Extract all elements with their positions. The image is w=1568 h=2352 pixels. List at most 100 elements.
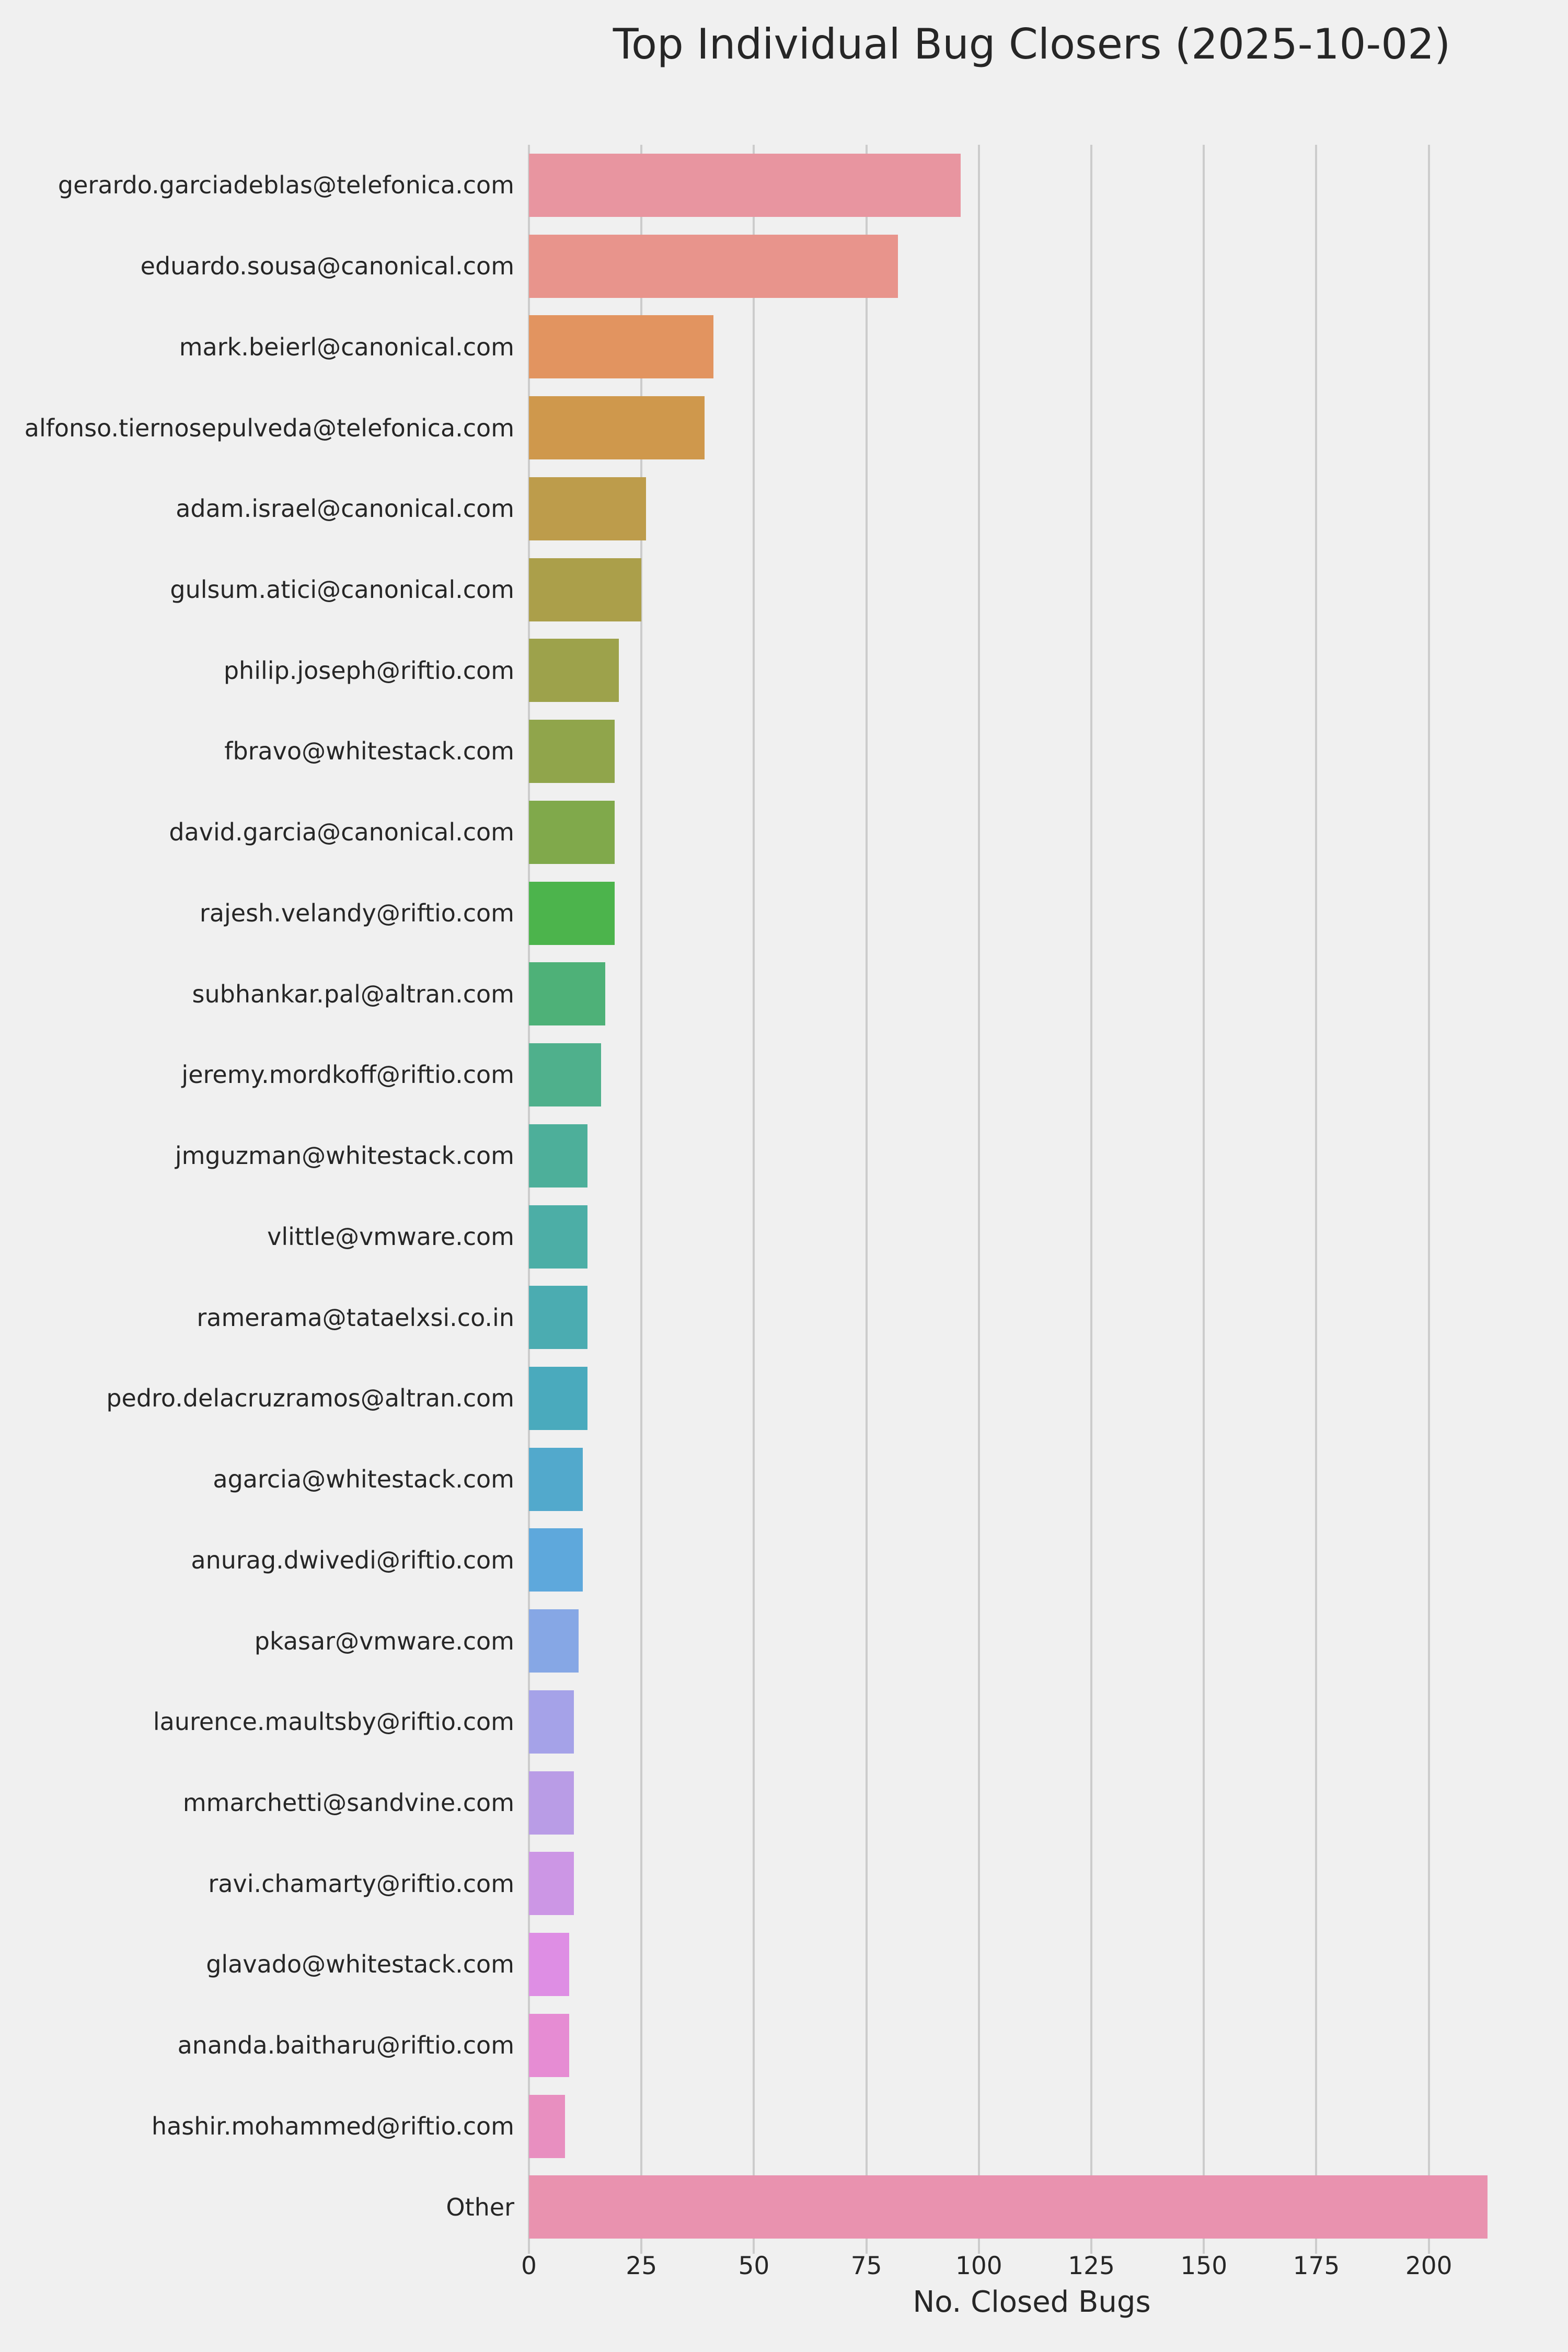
y-tick-label: eduardo.sousa@canonical.com <box>140 252 514 281</box>
y-tick-label: Other <box>446 2193 514 2221</box>
y-tick-label: vlittle@vmware.com <box>267 1222 514 1251</box>
x-tick-label: 100 <box>955 2252 1002 2280</box>
bar-eduardo.sousa@canonical.com <box>529 234 898 298</box>
bar-gulsum.atici@canonical.com <box>529 558 642 621</box>
bar-subhankar.pal@altran.com <box>529 962 606 1026</box>
y-tick-label: adam.israel@canonical.com <box>176 494 514 523</box>
bar-Other <box>529 2175 1488 2239</box>
x-tick-label: 200 <box>1405 2252 1452 2280</box>
bar-anurag.dwivedi@riftio.com <box>529 1528 583 1592</box>
x-tick-label: 25 <box>626 2252 658 2280</box>
bar-ravi.chamarty@riftio.com <box>529 1852 574 1916</box>
gridline-x-25 <box>640 145 643 2254</box>
x-tick-label: 0 <box>521 2252 537 2280</box>
x-tick-label: 75 <box>850 2252 882 2280</box>
bar-row <box>529 306 1535 387</box>
bar-row <box>529 792 1535 873</box>
y-tick-label: david.garcia@canonical.com <box>169 818 514 847</box>
bar-jmguzman@whitestack.com <box>529 1124 587 1187</box>
bar-row <box>529 1358 1535 1439</box>
bar-row <box>529 1115 1535 1196</box>
y-tick-label: ramerama@tataelxsi.co.in <box>197 1303 514 1332</box>
bar-rajesh.velandy@riftio.com <box>529 881 615 945</box>
gridline-x-0 <box>528 145 530 2254</box>
x-tick-label: 50 <box>738 2252 770 2280</box>
bar-mmarchetti@sandvine.com <box>529 1771 574 1835</box>
chart-title: Top Individual Bug Closers (2025-10-02) <box>613 20 1451 68</box>
bar-row <box>529 145 1535 226</box>
bar-row <box>529 2005 1535 2086</box>
gridline-x-100 <box>977 145 980 2254</box>
bar-fbravo@whitestack.com <box>529 720 615 783</box>
plot-area <box>528 145 1535 2254</box>
bar-ananda.baitharu@riftio.com <box>529 2013 570 2077</box>
bar-row <box>529 711 1535 792</box>
bar-row <box>529 1277 1535 1358</box>
y-tick-label: gulsum.atici@canonical.com <box>170 575 514 604</box>
y-tick-label: jmguzman@whitestack.com <box>175 1142 514 1170</box>
bar-gerardo.garciadeblas@telefonica.com <box>529 154 961 217</box>
gridline-x-125 <box>1090 145 1093 2254</box>
y-tick-label: glavado@whitestack.com <box>206 1950 514 1979</box>
bar-glavado@whitestack.com <box>529 1933 570 1997</box>
y-tick-label: alfonso.tiernosepulveda@telefonica.com <box>24 413 514 442</box>
bar-row <box>529 1519 1535 1600</box>
bar-row <box>529 1600 1535 1681</box>
y-tick-label: ravi.chamarty@riftio.com <box>208 1869 514 1898</box>
bar-alfonso.tiernosepulveda@telefonica.com <box>529 396 705 460</box>
y-tick-label: anurag.dwivedi@riftio.com <box>191 1546 514 1574</box>
bar-david.garcia@canonical.com <box>529 800 615 864</box>
bar-row <box>529 1681 1535 1762</box>
bar-row <box>529 1843 1535 1924</box>
bar-philip.joseph@riftio.com <box>529 639 619 702</box>
bar-agarcia@whitestack.com <box>529 1447 583 1511</box>
bar-mark.beierl@canonical.com <box>529 315 713 379</box>
bar-row <box>529 873 1535 954</box>
x-tick-label: 150 <box>1180 2252 1228 2280</box>
bar-row <box>529 1034 1535 1115</box>
gridline-x-175 <box>1315 145 1318 2254</box>
bar-row <box>529 2086 1535 2167</box>
y-tick-label: philip.joseph@riftio.com <box>223 656 514 685</box>
bar-row <box>529 226 1535 307</box>
bar-row <box>529 549 1535 630</box>
bar-jeremy.mordkoff@riftio.com <box>529 1043 601 1107</box>
bar-row <box>529 1196 1535 1277</box>
bar-row <box>529 2166 1535 2247</box>
bar-row <box>529 387 1535 468</box>
x-tick-label: 175 <box>1293 2252 1340 2280</box>
y-tick-label: hashir.mohammed@riftio.com <box>151 2112 514 2140</box>
y-tick-label: rajesh.velandy@riftio.com <box>199 898 514 927</box>
bar-row <box>529 1439 1535 1520</box>
bar-ramerama@tataelxsi.co.in <box>529 1286 587 1350</box>
bar-vlittle@vmware.com <box>529 1205 587 1269</box>
bar-hashir.mohammed@riftio.com <box>529 2094 565 2158</box>
bar-adam.israel@canonical.com <box>529 477 646 540</box>
y-tick-label: fbravo@whitestack.com <box>224 737 514 766</box>
bar-row <box>529 468 1535 549</box>
y-tick-label: gerardo.garciadeblas@telefonica.com <box>57 171 514 200</box>
gridline-x-150 <box>1203 145 1205 2254</box>
y-tick-label: subhankar.pal@altran.com <box>192 979 514 1008</box>
bar-row <box>529 1924 1535 2005</box>
y-axis-labels: gerardo.garciadeblas@telefonica.com eduar… <box>0 145 514 2247</box>
y-tick-label: laurence.maultsby@riftio.com <box>153 1708 514 1736</box>
gridline-x-75 <box>865 145 868 2254</box>
x-tick-label: 125 <box>1068 2252 1115 2280</box>
y-tick-label: pkasar@vmware.com <box>254 1627 514 1655</box>
y-tick-label: jeremy.mordkoff@riftio.com <box>181 1060 514 1089</box>
y-tick-label: pedro.delacruzramos@altran.com <box>106 1384 514 1413</box>
y-tick-label: mark.beierl@canonical.com <box>179 332 514 361</box>
x-axis-label: No. Closed Bugs <box>913 2285 1151 2319</box>
bar-laurence.maultsby@riftio.com <box>529 1690 574 1754</box>
gridline-x-200 <box>1427 145 1430 2254</box>
gridline-x-50 <box>753 145 755 2254</box>
bar-pedro.delacruzramos@altran.com <box>529 1366 587 1430</box>
y-tick-label: ananda.baitharu@riftio.com <box>177 2031 514 2060</box>
y-tick-label: agarcia@whitestack.com <box>213 1465 514 1494</box>
bar-pkasar@vmware.com <box>529 1609 579 1673</box>
bar-row <box>529 630 1535 711</box>
bar-row <box>529 953 1535 1034</box>
bar-row <box>529 1762 1535 1843</box>
